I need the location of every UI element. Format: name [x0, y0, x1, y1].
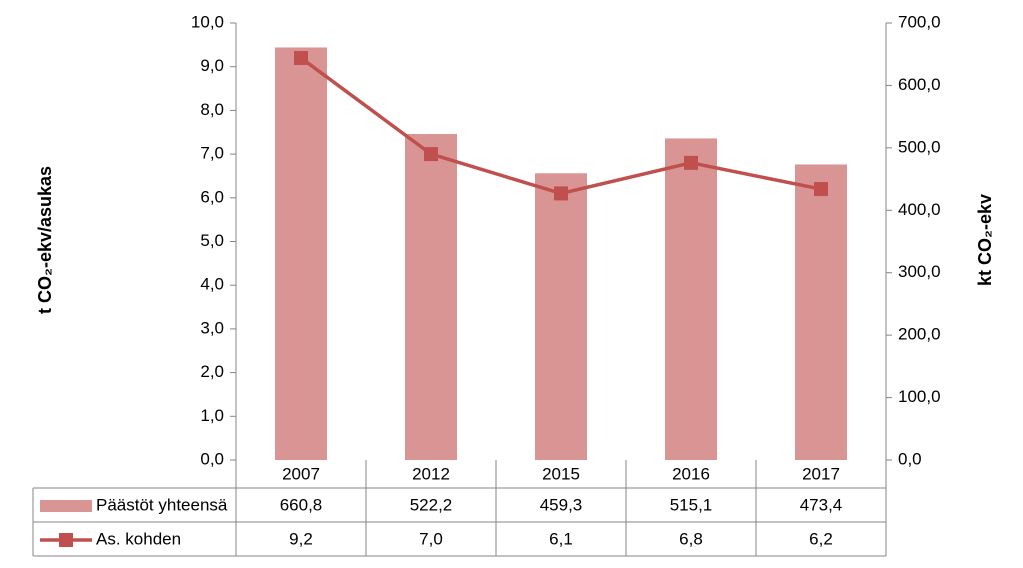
bar [665, 138, 717, 461]
data-table-value: 6,1 [549, 529, 573, 548]
data-table-value: 459,3 [540, 495, 583, 514]
y-tick-label: 7,0 [200, 144, 224, 163]
data-table-value: 7,0 [419, 529, 443, 548]
bar [795, 164, 847, 461]
data-table-value: 6,8 [679, 529, 703, 548]
x-tick-label: 2016 [672, 464, 710, 483]
data-table-value: 9,2 [289, 529, 313, 548]
x-tick-label: 2017 [802, 464, 840, 483]
line-marker [424, 147, 438, 162]
x-tick-label: 2015 [542, 464, 580, 483]
y-tick-label: 5,0 [200, 231, 224, 250]
y2-tick-label: 500,0 [898, 137, 941, 156]
y2-tick-label: 400,0 [898, 200, 941, 219]
y2-tick-label: 100,0 [898, 387, 941, 406]
y2-tick-label: 200,0 [898, 325, 941, 344]
line-marker [294, 50, 308, 65]
data-table-value: 660,8 [280, 495, 323, 514]
y-axis-title: t CO₂-ekv/asukas [35, 166, 55, 314]
data-table-value: 473,4 [800, 495, 843, 514]
bar [535, 173, 587, 460]
legend-label: Päästöt yhteensä [96, 495, 228, 514]
line-marker [684, 155, 698, 170]
y2-tick-label: 300,0 [898, 262, 941, 281]
legend-label: As. kohden [96, 529, 181, 548]
line-marker [554, 186, 568, 201]
y-tick-label: 0,0 [200, 449, 224, 468]
y-tick-label: 2,0 [200, 362, 224, 381]
x-tick-label: 2007 [282, 464, 320, 483]
y2-axis-title: kt CO₂-ekv [975, 194, 995, 286]
line-marker [814, 182, 828, 197]
y-tick-label: 9,0 [200, 56, 224, 75]
y-tick-label: 8,0 [200, 100, 224, 119]
y-tick-label: 4,0 [200, 275, 224, 294]
data-table-value: 522,2 [410, 495, 453, 514]
y-tick-label: 6,0 [200, 187, 224, 206]
data-table-value: 515,1 [670, 495, 713, 514]
legend-swatch [40, 500, 92, 512]
legend-swatch [59, 533, 73, 547]
y-tick-label: 3,0 [200, 318, 224, 337]
y-tick-label: 10,0 [191, 12, 224, 31]
data-table-value: 6,2 [809, 529, 833, 548]
x-tick-label: 2012 [412, 464, 450, 483]
y2-tick-label: 0,0 [898, 449, 922, 468]
bar [405, 133, 457, 461]
bar [275, 47, 327, 461]
y2-tick-label: 700,0 [898, 12, 941, 31]
line [299, 56, 822, 196]
y-tick-label: 1,0 [200, 406, 224, 425]
y2-tick-label: 600,0 [898, 75, 941, 94]
